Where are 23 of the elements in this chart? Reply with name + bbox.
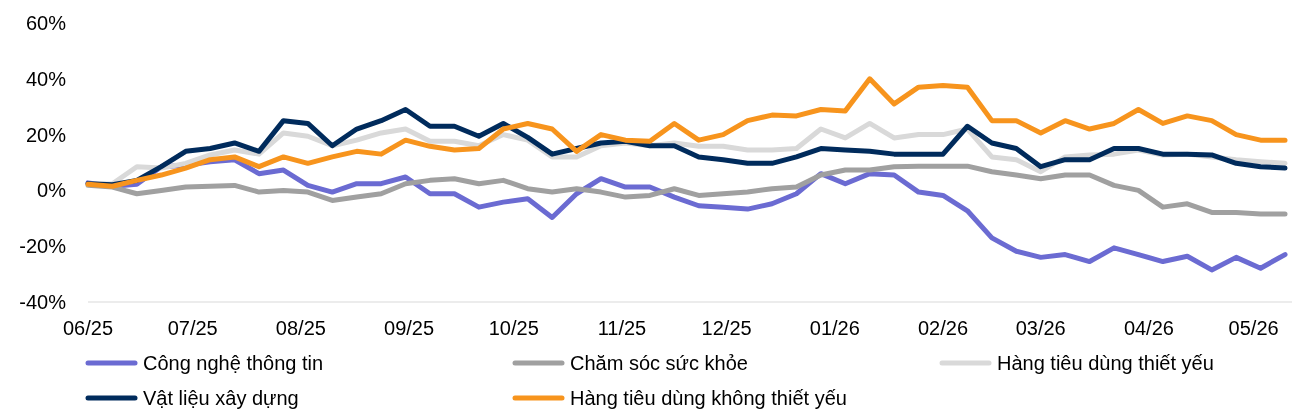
y-tick-label: 20%: [25, 123, 67, 146]
legend-label: Hàng tiêu dùng thiết yếu: [997, 352, 1214, 374]
legend-label: Hàng tiêu dùng không thiết yếu: [570, 387, 847, 409]
x-tick-label: 06/25: [62, 317, 114, 339]
x-tick-label: 10/25: [488, 317, 539, 339]
y-tick-label: -40%: [19, 291, 67, 313]
legend-label: Công nghệ thông tin: [143, 352, 324, 374]
x-tick-label: 09/25: [384, 317, 435, 339]
x-tick-label: 05/26: [1228, 317, 1279, 339]
x-tick-label: 01/26: [809, 317, 860, 339]
x-tick-label: 04/26: [1123, 317, 1174, 339]
y-tick-label: 40%: [25, 67, 67, 90]
x-tick-label: 12/25: [701, 317, 752, 339]
y-tick-label: 0%: [37, 179, 67, 202]
y-tick-label: -20%: [19, 235, 67, 258]
legend-label: Vật liệu xây dựng: [143, 387, 299, 409]
x-tick-label: 08/25: [275, 317, 326, 339]
y-tick-label: 60%: [25, 12, 67, 34]
x-tick-label: 07/25: [167, 317, 218, 339]
x-tick-label: 02/26: [917, 317, 969, 339]
x-tick-label: 03/26: [1015, 317, 1066, 339]
legend-label: Chăm sóc sức khỏe: [570, 352, 748, 374]
x-tick-label: 11/25: [597, 317, 647, 339]
